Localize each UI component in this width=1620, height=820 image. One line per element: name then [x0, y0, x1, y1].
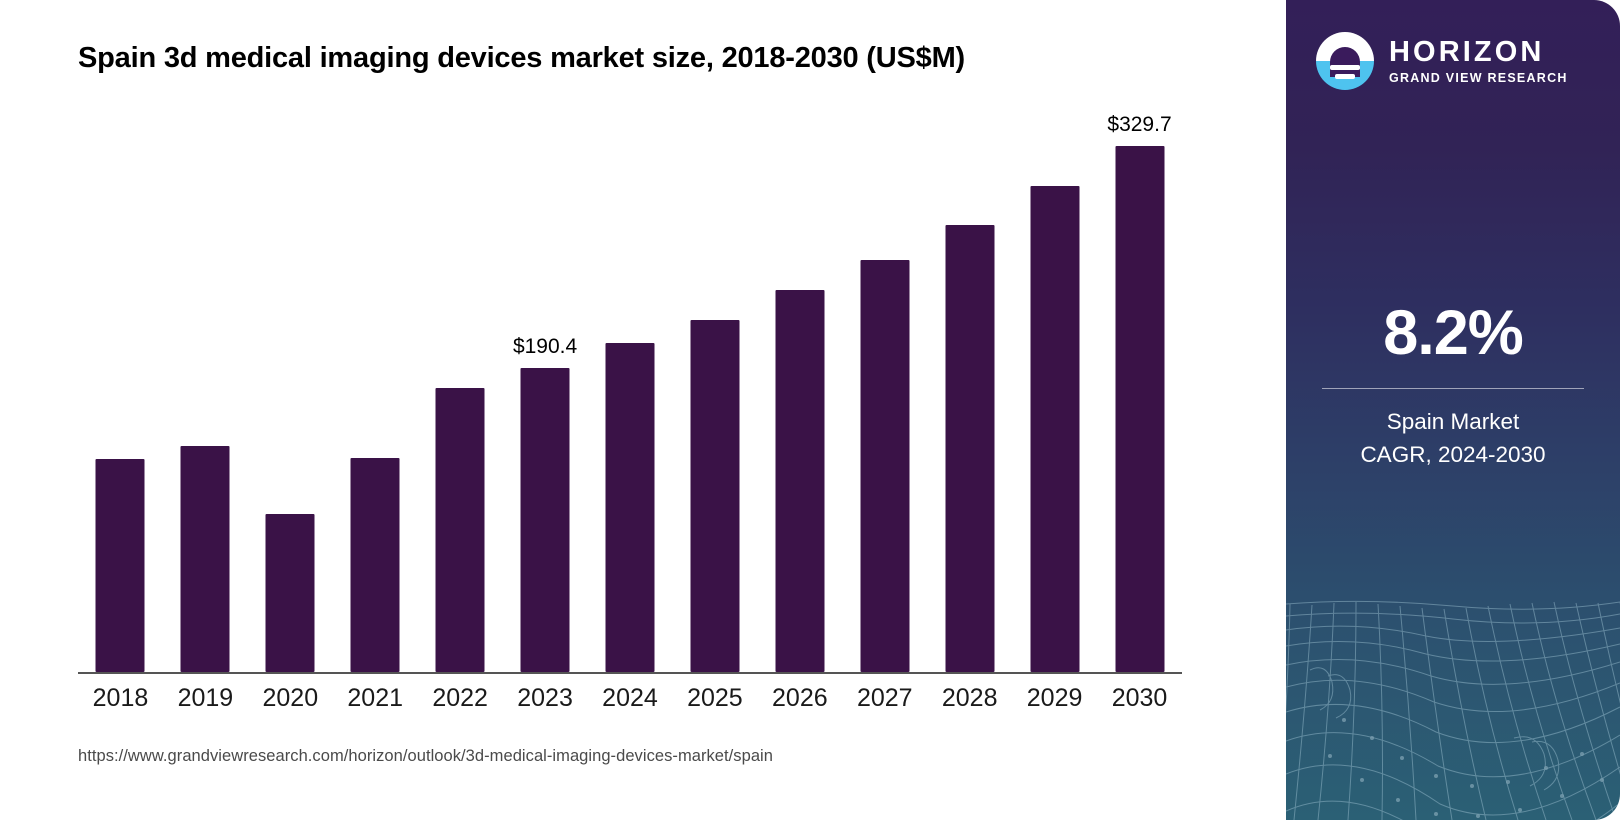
bar-2022[interactable] — [435, 387, 485, 672]
brand-name: HORIZON — [1389, 36, 1545, 69]
bar-2028[interactable] — [945, 225, 995, 672]
x-tick-2018: 2018 — [92, 684, 149, 712]
chart-area: Spain 3d medical imaging devices market … — [78, 42, 1182, 765]
page-title: Spain 3d medical imaging devices market … — [78, 42, 965, 74]
plot-area: $190.4 $329.7 — [78, 113, 1182, 674]
wireframe-terrain-icon — [1286, 600, 1620, 820]
bar-2026[interactable] — [775, 290, 825, 672]
x-tick-2024: 2024 — [602, 684, 658, 712]
bar-value-label-2023: $190.4 — [512, 335, 578, 359]
bar-2027[interactable] — [860, 259, 910, 672]
x-tick-2029: 2029 — [1026, 684, 1083, 712]
x-tick-2030: 2030 — [1111, 684, 1168, 712]
source-url[interactable]: https://www.grandviewresearch.com/horizo… — [78, 747, 773, 765]
bar-2024[interactable] — [605, 343, 655, 672]
brand-tagline: GRAND VIEW RESEARCH — [1389, 70, 1568, 85]
cagr-value: 8.2% — [1383, 298, 1524, 368]
x-axis-tick-labels: 2018 2019 2020 2021 2022 2023 2024 2025 2026 2027… — [78, 684, 1182, 724]
cagr-caption: Spain Market CAGR, 2024-2030 — [1286, 406, 1620, 471]
x-tick-2021: 2021 — [347, 684, 404, 712]
bar-2023[interactable] — [520, 368, 570, 672]
bar-2025[interactable] — [690, 319, 740, 672]
x-tick-2027: 2027 — [856, 684, 913, 712]
brand-logo[interactable]: HORIZON GRAND VIEW RESEARCH — [1316, 30, 1568, 92]
x-tick-2019: 2019 — [177, 684, 234, 712]
x-axis-line — [78, 672, 1182, 674]
cagr-callout: 8.2% Spain Market CAGR, 2024-2030 — [1286, 300, 1620, 471]
x-tick-2020: 2020 — [262, 684, 319, 712]
bar-2029[interactable] — [1030, 185, 1080, 672]
x-tick-2026: 2026 — [772, 684, 828, 712]
bar-2018[interactable] — [95, 459, 145, 672]
cagr-caption-line-2: CAGR, 2024-2030 — [1360, 441, 1546, 467]
x-tick-2028: 2028 — [941, 684, 998, 712]
brand-sidebar: HORIZON GRAND VIEW RESEARCH 8.2% Spain M… — [1286, 0, 1620, 820]
horizon-sunrise-logo-icon — [1316, 32, 1374, 90]
x-tick-2022: 2022 — [432, 684, 488, 712]
bar-value-label-2030: $329.7 — [1107, 113, 1172, 137]
bar-2021[interactable] — [350, 458, 400, 672]
bar-2020[interactable] — [265, 513, 315, 672]
divider — [1322, 388, 1584, 390]
cagr-caption-line-1: Spain Market — [1386, 409, 1520, 435]
bar-2019[interactable] — [180, 445, 230, 672]
bar-2030[interactable] — [1115, 146, 1165, 672]
x-tick-2023: 2023 — [517, 684, 573, 712]
x-tick-2025: 2025 — [687, 684, 743, 712]
